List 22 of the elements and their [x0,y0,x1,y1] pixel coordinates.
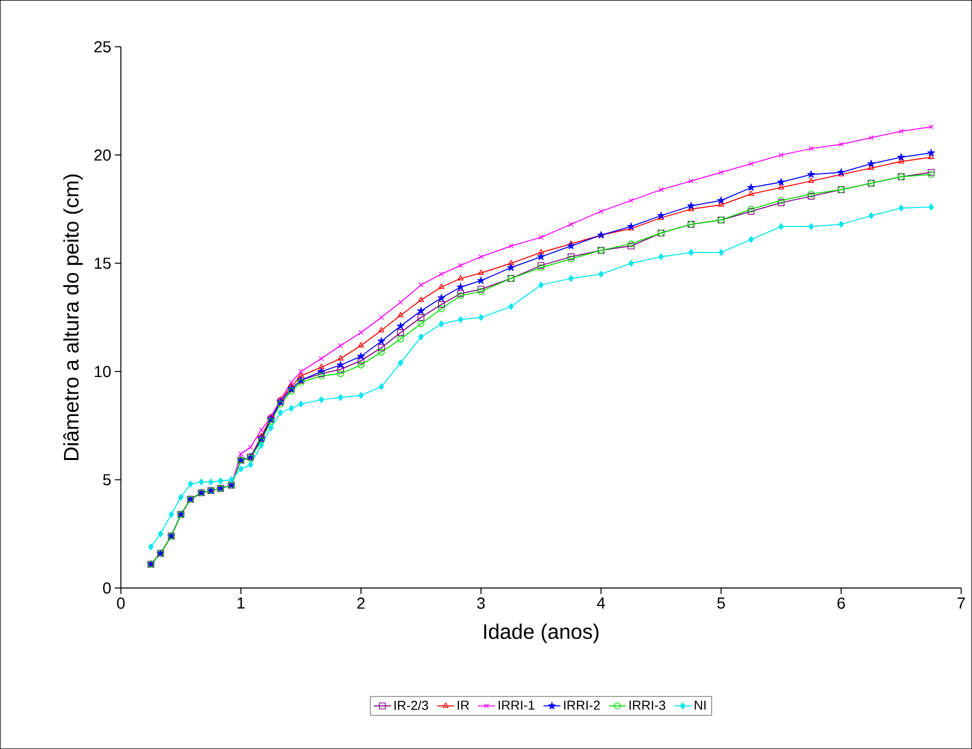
legend-label: IRRI-1 [498,700,534,710]
x-tick-label: 7 [958,598,965,609]
x-tick-label: 4 [596,598,606,609]
legend-label: IR [458,700,469,710]
y-tick-label: 25 [94,41,111,52]
x-tick-label: 0 [117,598,125,609]
x-tick-label: 1 [238,598,245,609]
x-tick-label: 5 [717,598,725,609]
y-tick-label: 10 [94,366,111,378]
y-tick-label: 0 [103,582,111,594]
x-tick-label: 2 [357,598,365,609]
x-tick-label: 3 [477,598,485,609]
x-tick-label: 6 [838,598,845,609]
legend-label: IR-2/3 [394,700,428,710]
x-axis-title: Idade (anos) [484,624,598,644]
y-axis-title: Diâmetro a altura do peito (cm) [63,174,83,460]
legend-label: IRRI-3 [630,700,666,710]
y-tick-label: 15 [94,258,111,269]
y-tick-label: 5 [103,474,111,486]
y-tick-label: 20 [94,149,111,161]
legend-label: IRRI-2 [564,700,600,710]
legend-label: NI [694,700,706,710]
